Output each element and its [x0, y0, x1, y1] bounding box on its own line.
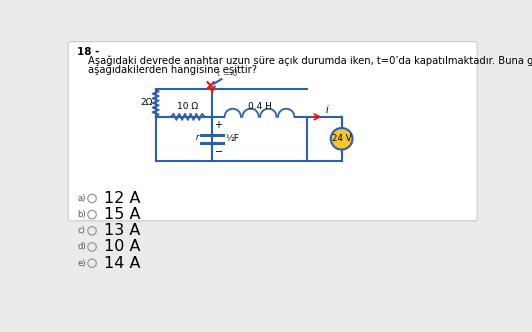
Text: 14 A: 14 A [104, 256, 140, 271]
Text: a): a) [77, 194, 86, 203]
Text: b): b) [77, 210, 86, 219]
Text: +: + [214, 120, 222, 130]
Text: t = 0: t = 0 [217, 69, 238, 78]
Text: d): d) [77, 242, 86, 251]
Text: 24 V: 24 V [332, 134, 352, 143]
Text: 13 A: 13 A [104, 223, 140, 238]
Text: c): c) [77, 226, 85, 235]
Text: e): e) [77, 259, 86, 268]
Text: 0.4 H: 0.4 H [247, 102, 271, 111]
Text: 18 -: 18 - [77, 47, 99, 57]
FancyBboxPatch shape [68, 42, 477, 221]
Text: aşağıdakilerden hangisine eşittir?: aşağıdakilerden hangisine eşittir? [88, 64, 257, 75]
Text: 10 A: 10 A [104, 239, 140, 254]
Text: −: − [214, 147, 223, 157]
Text: ½F: ½F [226, 134, 239, 143]
Text: r: r [196, 133, 199, 142]
Text: 15 A: 15 A [104, 207, 140, 222]
Circle shape [331, 128, 353, 149]
Text: 2Ω: 2Ω [140, 99, 153, 108]
Text: i: i [326, 105, 329, 115]
Text: 12 A: 12 A [104, 191, 140, 206]
Text: 10 Ω: 10 Ω [177, 102, 198, 111]
Text: Aşağıdaki devrede anahtar uzun süre açık durumda iken, t=0’da kapatılmaktadır. B: Aşağıdaki devrede anahtar uzun süre açık… [88, 55, 532, 66]
